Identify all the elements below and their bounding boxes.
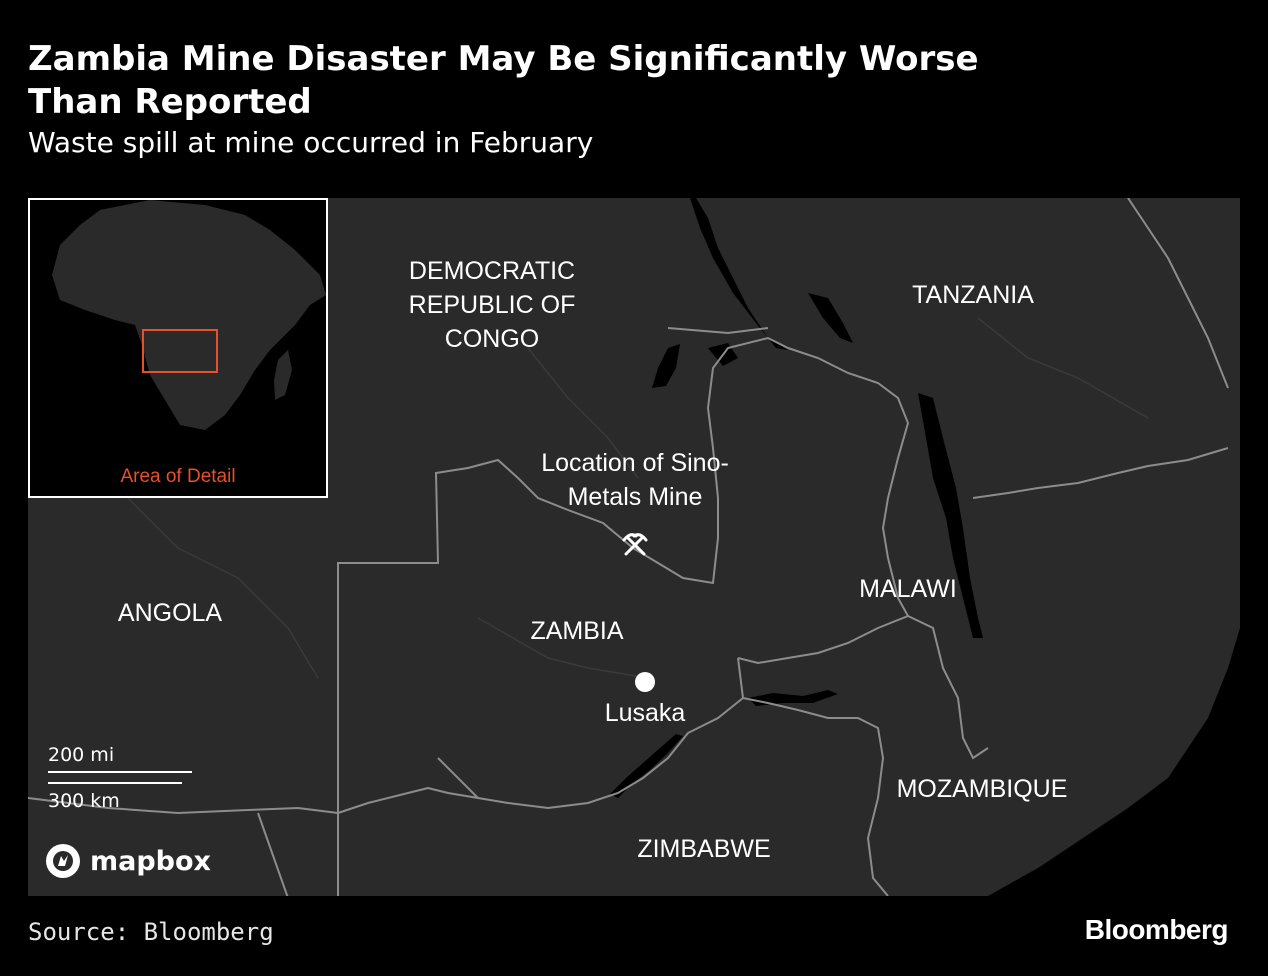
lusaka-marker[interactable] [635, 672, 655, 692]
chart-subtitle: Waste spill at mine occurred in February [28, 126, 594, 159]
mapbox-icon [46, 844, 80, 878]
country-borders [28, 198, 1229, 896]
inset-label: Area of Detail [120, 466, 236, 487]
lake-mweru [652, 344, 680, 388]
indian-ocean [988, 628, 1240, 896]
map-area[interactable]: Area of Detail DEMOCRATIC REPUBLIC OF CO… [28, 198, 1240, 896]
mapbox-attribution[interactable]: mapbox [44, 842, 211, 880]
scale-line-km [48, 782, 182, 784]
lake-rukwa [808, 293, 853, 343]
rivers [127, 317, 1149, 679]
mine-icon[interactable] [620, 530, 650, 560]
scale-line-miles [48, 771, 192, 773]
inset-map: Area of Detail [28, 198, 328, 498]
scale-miles: 200 mi [48, 744, 115, 766]
label-tanzania: TANZANIA [912, 281, 1034, 309]
lake-kariba [610, 734, 683, 798]
label-lusaka: Lusaka [604, 699, 686, 727]
map-base [28, 198, 1240, 896]
label-mozambique: MOZAMBIQUE [896, 775, 1068, 803]
scale-km: 300 km [48, 790, 120, 812]
africa-shape [52, 200, 326, 430]
source-note: Source: Bloomberg [28, 918, 274, 946]
label-malawi: MALAWI [859, 575, 957, 603]
lake-cahora-bassa [748, 690, 838, 706]
lake-malawi [918, 393, 983, 638]
label-mine: Location of Sino- Metals Mine [541, 449, 729, 511]
madagascar-shape [274, 350, 292, 400]
africa-inset [52, 200, 326, 430]
label-angola: ANGOLA [117, 599, 223, 627]
area-of-detail-box [142, 329, 218, 373]
mapbox-text: mapbox [90, 845, 211, 877]
chart-title: Zambia Mine Disaster May Be Significantl… [28, 39, 979, 122]
label-drc: DEMOCRATIC REPUBLIC OF CONGO [408, 257, 576, 353]
label-zimbabwe: ZIMBABWE [637, 835, 771, 863]
bloomberg-logo: Bloomberg [1084, 914, 1229, 945]
label-zambia: ZAMBIA [530, 617, 624, 645]
lake-tanganyika [690, 198, 788, 350]
